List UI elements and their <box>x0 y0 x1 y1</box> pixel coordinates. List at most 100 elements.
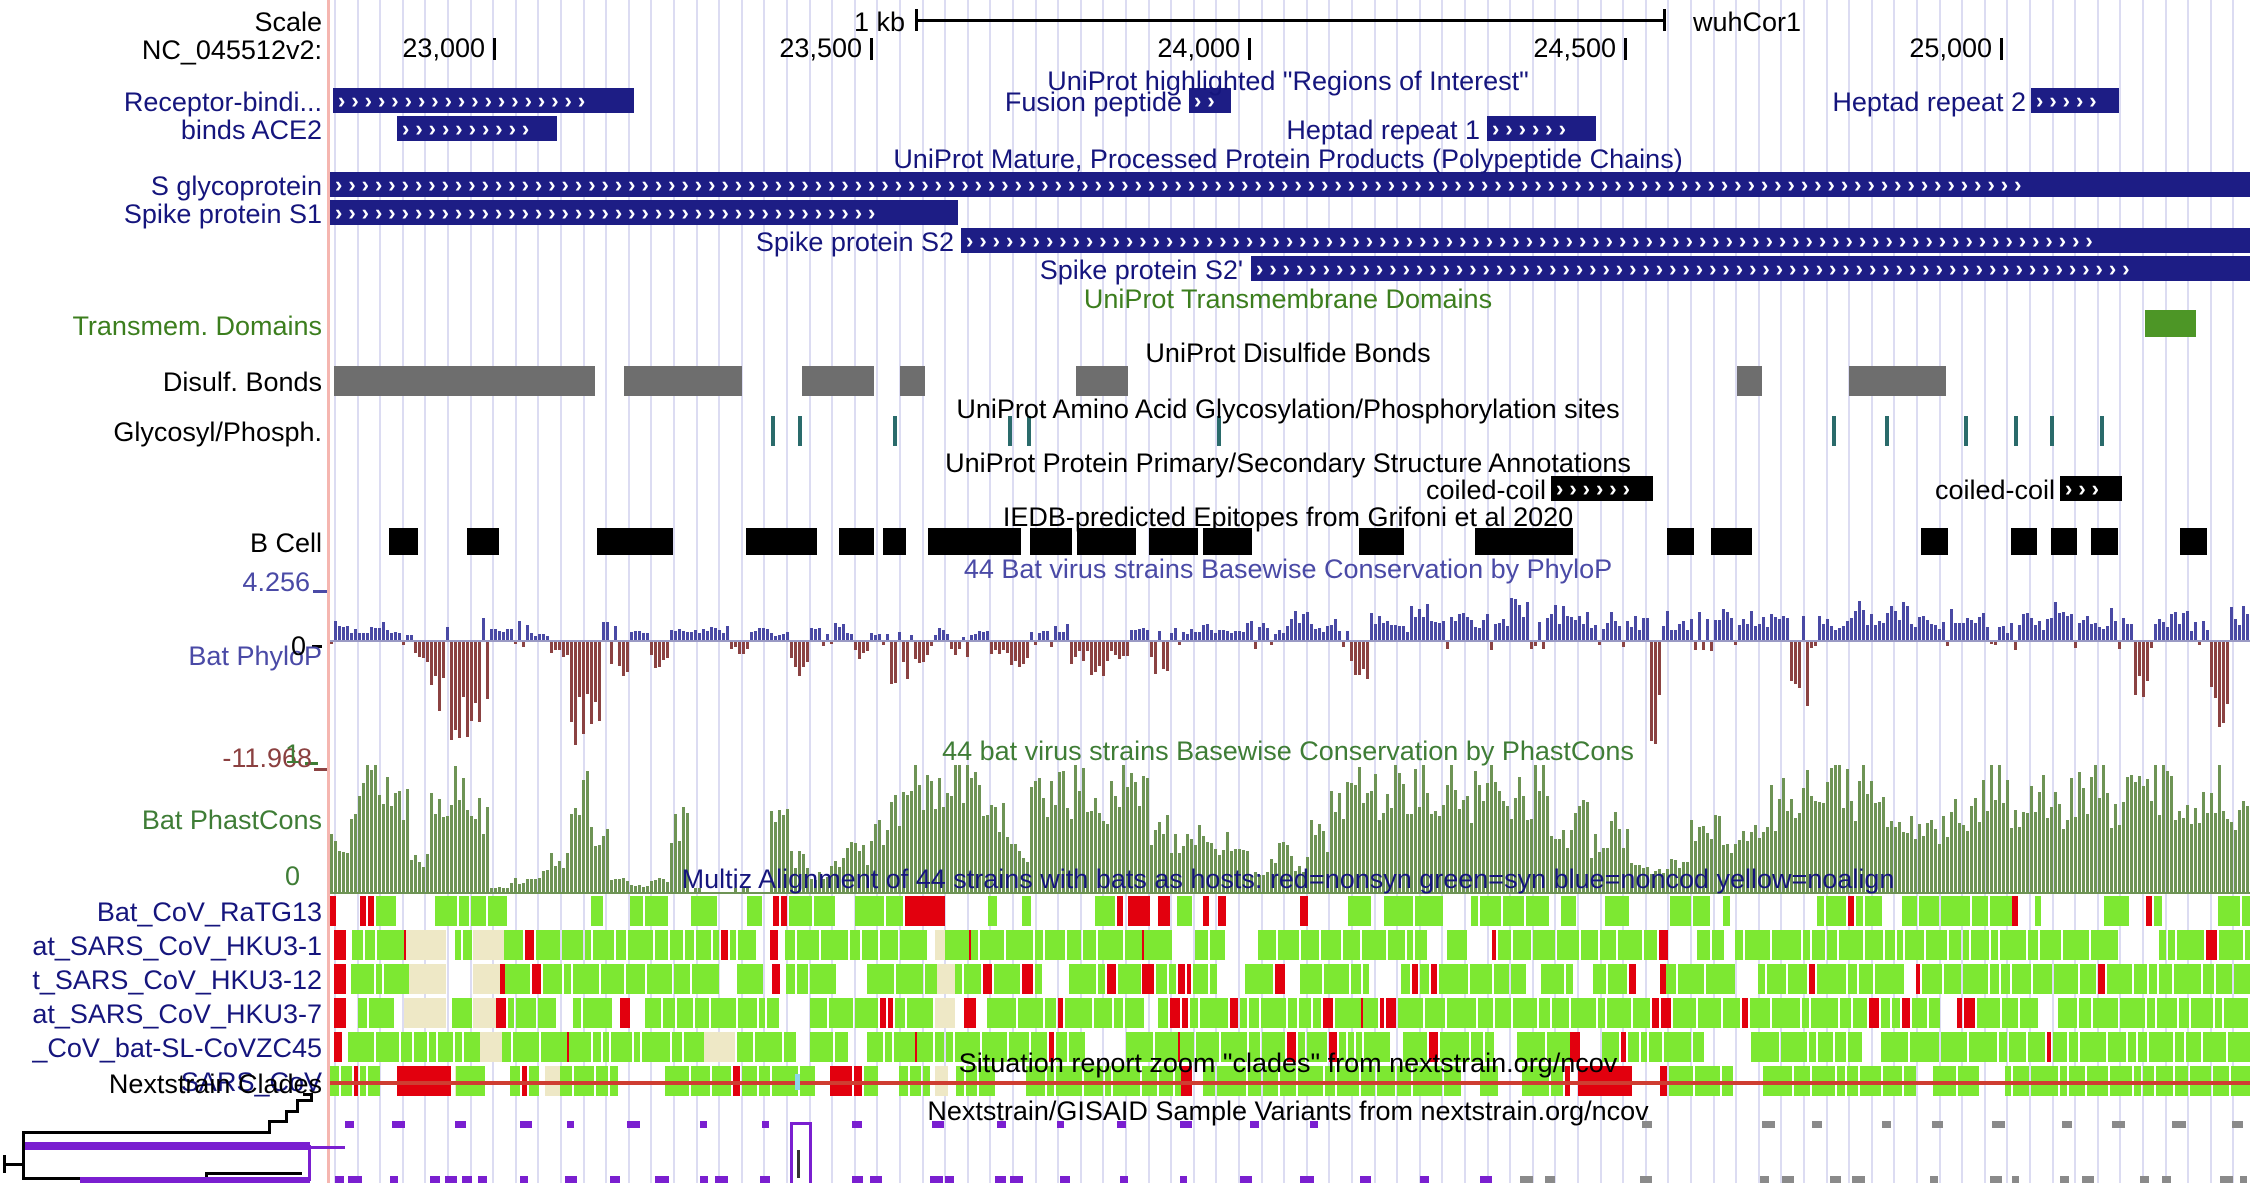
variant-dash[interactable] <box>1932 1121 1943 1128</box>
variant-dash[interactable] <box>1480 1176 1492 1183</box>
label-sars-cov-hku3-12[interactable]: t_SARS_CoV_HKU3-12 <box>32 965 322 995</box>
uniprot-mature-feature-bar[interactable]: ››››››››››››››››››››››››››››››››››››››››… <box>1251 256 2250 281</box>
label-glycosyl-phosph[interactable]: Glycosyl/Phosph. <box>113 417 322 447</box>
label-sars-cov[interactable]: SARS_CoV <box>180 1067 322 1097</box>
variant-dash[interactable] <box>1830 1176 1841 1183</box>
b-cell-epitope-box[interactable] <box>2011 528 2037 555</box>
glycosylation-site-tick[interactable] <box>1832 416 1836 446</box>
variant-dash[interactable] <box>2172 1121 2186 1128</box>
b-cell-epitope-box[interactable] <box>1359 528 1404 555</box>
variant-dash[interactable] <box>715 1176 728 1183</box>
variant-dash[interactable] <box>1782 1176 1794 1183</box>
label-bat-phastcons[interactable]: Bat PhastCons <box>141 805 322 835</box>
b-cell-epitope-box[interactable] <box>2051 528 2077 555</box>
track-title[interactable]: UniProt Protein Primary/Secondary Struct… <box>945 448 1631 478</box>
label-nextstrain-clades[interactable]: Nextstrain Clades <box>108 1069 322 1099</box>
variant-dash[interactable] <box>1060 1176 1070 1183</box>
variant-dash[interactable] <box>1545 1176 1555 1183</box>
glycosylation-site-tick[interactable] <box>1217 416 1221 446</box>
uniprot-mature-feature-bar[interactable]: ››››››››››››››››››››››››››››››››››››››››… <box>961 228 2250 253</box>
glycosylation-site-tick[interactable] <box>893 416 897 446</box>
coiled-coil-bar[interactable]: ››› <box>2060 476 2122 501</box>
label-binds-ace2[interactable]: binds ACE2 <box>180 115 322 145</box>
variant-dash[interactable] <box>1310 1121 1318 1128</box>
uniprot-mature-feature-label[interactable]: Spike protein S2' <box>1039 255 1243 285</box>
track-title[interactable]: 44 Bat virus strains Basewise Conservati… <box>963 554 1613 584</box>
label-spike-s1[interactable]: Spike protein S1 <box>123 199 322 229</box>
glycosylation-site-tick[interactable] <box>798 416 802 446</box>
glycosylation-site-tick[interactable] <box>1027 416 1031 446</box>
variant-dash[interactable] <box>610 1176 620 1183</box>
clade-boundary-tick[interactable] <box>795 1074 800 1090</box>
variant-dash[interactable] <box>762 1121 769 1128</box>
b-cell-epitope-box[interactable] <box>1149 528 1198 555</box>
variant-dash[interactable] <box>870 1176 882 1183</box>
variant-dash[interactable] <box>1180 1176 1187 1183</box>
track-title[interactable]: IEDB-predicted Epitopes from Grifoni et … <box>1002 502 1574 532</box>
variant-dash[interactable] <box>2220 1176 2233 1183</box>
variant-dash[interactable] <box>2140 1176 2149 1183</box>
variant-dash[interactable] <box>392 1121 405 1128</box>
variant-dash[interactable] <box>1420 1176 1429 1183</box>
variant-dash[interactable] <box>1120 1176 1128 1183</box>
variant-dash[interactable] <box>760 1176 770 1183</box>
variant-dash[interactable] <box>1812 1121 1822 1128</box>
b-cell-epitope-box[interactable] <box>467 528 499 555</box>
variant-dash[interactable] <box>1990 1176 2002 1183</box>
variant-dash[interactable] <box>2060 1176 2069 1183</box>
label-transmem-domains[interactable]: Transmem. Domains <box>72 311 322 341</box>
label-sars-cov-hku3-7[interactable]: at_SARS_CoV_HKU3-7 <box>32 999 322 1029</box>
label-receptor-binding[interactable]: Receptor-bindi... <box>123 87 322 117</box>
label-b-cell[interactable]: B Cell <box>249 528 322 558</box>
variant-dash[interactable] <box>1852 1176 1865 1183</box>
variant-dash[interactable] <box>1762 1121 1775 1128</box>
variant-dash[interactable] <box>1640 1176 1652 1183</box>
variant-dash[interactable] <box>520 1121 532 1128</box>
variant-dash[interactable] <box>1882 1121 1891 1128</box>
variant-dash[interactable] <box>1930 1176 1938 1183</box>
variant-dash[interactable] <box>2232 1121 2243 1128</box>
glycosylation-site-tick[interactable] <box>1008 416 1012 446</box>
variant-dash[interactable] <box>1992 1121 2005 1128</box>
b-cell-epitope-box[interactable] <box>928 528 1021 555</box>
variant-dash[interactable] <box>2112 1121 2125 1128</box>
track-title[interactable]: Nextstrain/GISAID Sample Variants from n… <box>927 1096 1649 1126</box>
variant-dash[interactable] <box>2062 1121 2072 1128</box>
variant-dash[interactable] <box>1057 1121 1064 1128</box>
b-cell-epitope-box[interactable] <box>746 528 817 555</box>
variant-dash[interactable] <box>478 1176 487 1183</box>
disulfide-bond-box[interactable] <box>802 366 874 396</box>
glycosylation-site-tick[interactable] <box>2050 416 2054 446</box>
variant-dash[interactable] <box>2162 1176 2171 1183</box>
track-title[interactable]: UniProt Mature, Processed Protein Produc… <box>893 144 1683 174</box>
variant-dash[interactable] <box>445 1176 457 1183</box>
label-bat-phylop[interactable]: Bat PhyloP <box>188 641 322 671</box>
label-cov-bat-sl-covzc45[interactable]: _CoV_bat-SL-CoVZC45 <box>32 1033 322 1063</box>
b-cell-epitope-box[interactable] <box>1077 528 1136 555</box>
b-cell-epitope-box[interactable] <box>883 528 906 555</box>
coiled-coil-label[interactable]: coiled-coil <box>1934 475 2055 505</box>
variant-dash[interactable] <box>995 1176 1006 1183</box>
glycosylation-site-tick[interactable] <box>771 416 775 446</box>
b-cell-epitope-box[interactable] <box>2091 528 2118 555</box>
variant-dash[interactable] <box>932 1121 944 1128</box>
b-cell-epitope-box[interactable] <box>1667 528 1694 555</box>
track-title[interactable]: UniProt highlighted "Regions of Interest… <box>1047 66 1529 96</box>
variant-dash[interactable] <box>1520 1176 1533 1183</box>
variant-dash[interactable] <box>2082 1176 2094 1183</box>
variant-dash[interactable] <box>345 1121 354 1128</box>
variant-dash[interactable] <box>335 1176 344 1183</box>
variant-dash[interactable] <box>655 1176 669 1183</box>
coiled-coil-label[interactable]: coiled-coil <box>1425 475 1546 505</box>
b-cell-epitope-box[interactable] <box>1475 528 1573 555</box>
variant-dash[interactable] <box>627 1121 640 1128</box>
disulfide-bond-box[interactable] <box>1849 366 1946 396</box>
glycosylation-site-tick[interactable] <box>2100 416 2104 446</box>
variant-dash[interactable] <box>390 1176 398 1183</box>
track-title[interactable]: Situation report zoom "clades" from next… <box>958 1048 1618 1078</box>
nextstrain-clades-line[interactable] <box>330 1081 2250 1085</box>
uniprot-region-feature-bar[interactable]: ›››››› <box>1487 116 1596 141</box>
b-cell-epitope-box[interactable] <box>2180 528 2207 555</box>
track-title[interactable]: Multiz Alignment of 44 strains with bats… <box>681 864 1895 894</box>
b-cell-epitope-box[interactable] <box>1921 528 1948 555</box>
